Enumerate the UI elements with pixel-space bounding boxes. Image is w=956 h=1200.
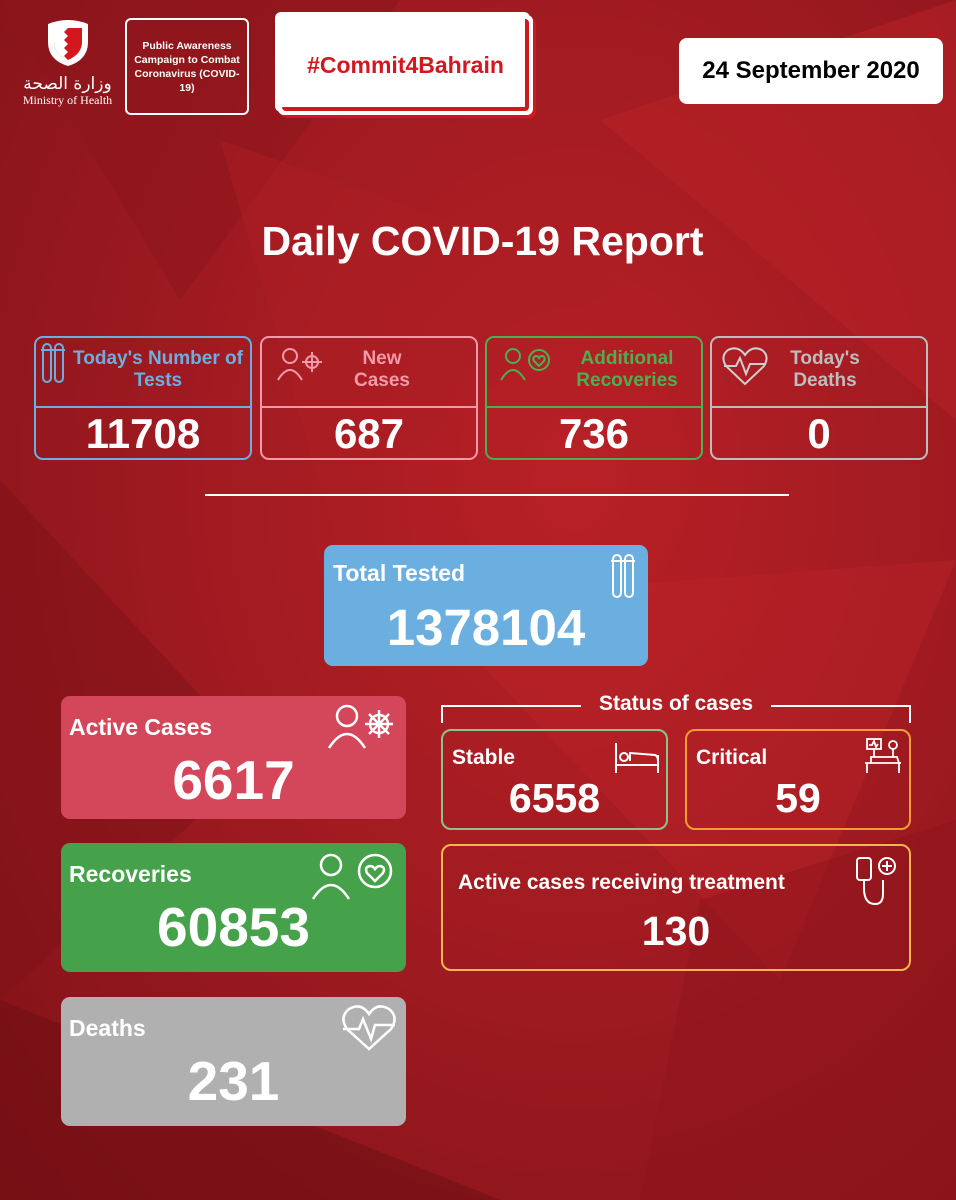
stat-box-deaths: Today's Deaths 0 — [710, 336, 928, 460]
deaths-value: 231 — [187, 1050, 280, 1112]
ministry-name-english: Ministry of Health — [22, 93, 113, 107]
stat-value-new-cases: 687 — [333, 410, 405, 457]
total-tested-card: Total Tested 1378104 — [324, 545, 648, 666]
recoveries-label: Recoveries — [69, 861, 192, 887]
stat-box-recoveries: Additional Recoveries 736 — [485, 336, 703, 460]
hashtag-banner: #Commit4Bahrain — [278, 15, 533, 115]
stat-box-new-cases: New Cases 687 — [260, 336, 478, 460]
active-cases-card: Active Cases 6617 — [61, 696, 406, 819]
test-tubes-icon — [41, 343, 65, 383]
critical-box: Critical 59 — [685, 729, 911, 830]
active-cases-value: 6617 — [172, 749, 295, 811]
page-title: Daily COVID-19 Report — [261, 218, 704, 264]
icu-bed-icon — [865, 738, 901, 773]
status-line-right — [771, 705, 911, 707]
person-heart-icon — [311, 853, 393, 900]
campaign-badge: Public Awareness Campaign to Combat Coro… — [125, 18, 249, 115]
status-of-cases-title: Status of cases — [598, 692, 754, 715]
coat-of-arms-icon — [47, 20, 88, 66]
stat-value-recoveries: 736 — [558, 410, 630, 457]
status-of-cases-header: Status of cases — [441, 692, 911, 723]
ministry-name-arabic: وزارة الصحة — [23, 74, 112, 94]
treatment-value: 130 — [641, 908, 711, 954]
hashtag-text: #Commit4Bahrain — [307, 51, 504, 78]
total-tested-value: 1378104 — [386, 599, 586, 656]
deaths-card: Deaths 231 — [61, 997, 406, 1126]
test-tubes-icon — [611, 554, 635, 598]
treatment-label: Active cases receiving treatment — [458, 871, 785, 894]
stat-value-tests: 11708 — [85, 410, 201, 457]
iv-drip-icon — [856, 857, 896, 906]
total-tested-label: Total Tested — [333, 560, 466, 586]
status-bracket-left — [441, 705, 443, 723]
section-divider — [205, 494, 789, 496]
stat-label-tests: Today's Number of Tests — [73, 348, 243, 391]
deaths-label: Deaths — [69, 1015, 146, 1041]
critical-label: Critical — [696, 746, 768, 769]
stat-label-recoveries: Additional Recoveries — [576, 348, 678, 391]
person-heart-icon — [500, 348, 550, 381]
recoveries-value: 60853 — [157, 896, 310, 958]
stable-label: Stable — [452, 746, 516, 769]
active-cases-label: Active Cases — [69, 714, 213, 740]
stat-value-deaths: 0 — [807, 410, 831, 457]
stat-label-new-cases: New Cases — [354, 348, 410, 391]
person-virus-icon — [327, 704, 393, 749]
heartbeat-icon — [722, 347, 768, 386]
treatment-box: Active cases receiving treatment 130 — [441, 844, 911, 971]
bed-icon — [615, 743, 659, 773]
status-line-left — [441, 705, 581, 707]
report-date: 24 September 2020 — [679, 38, 943, 104]
heartbeat-icon — [342, 1005, 396, 1051]
critical-value: 59 — [775, 775, 821, 821]
recoveries-card: Recoveries 60853 — [61, 843, 406, 972]
ministry-logo: وزارة الصحة Ministry of Health — [15, 18, 120, 118]
person-virus-icon — [277, 348, 322, 381]
stat-label-deaths: Today's Deaths — [790, 348, 860, 391]
stable-value: 6558 — [508, 775, 601, 821]
stat-box-tests: Today's Number of Tests 11708 — [34, 336, 252, 460]
stable-box: Stable 6558 — [441, 729, 668, 830]
status-bracket-right — [909, 705, 911, 723]
